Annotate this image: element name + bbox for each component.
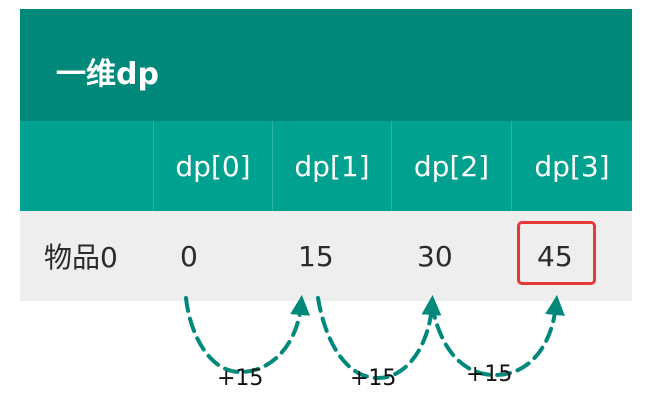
cell-dp1: 15 (298, 239, 334, 273)
data-row: 物品0 0 15 30 45 (20, 211, 632, 301)
row-label: 物品0 (44, 241, 118, 274)
header-cell-dp3: dp[3] (511, 121, 632, 211)
cell-dp3: 45 (537, 239, 573, 273)
arrow-label-3: +15 (466, 362, 513, 387)
header-row: dp[0] dp[1] dp[2] dp[3] (20, 121, 632, 211)
title-bar: 一维dp (20, 9, 632, 121)
arrow-label-2: +15 (350, 366, 397, 391)
arrow-dp2-to-dp3 (430, 295, 565, 378)
diagram-title: 一维dp (56, 57, 159, 92)
header-cell-dp0: dp[0] (153, 121, 272, 211)
cell-dp0: 0 (180, 239, 198, 273)
arrow-dp0-to-dp1 (184, 295, 311, 375)
arrow-dp1-to-dp2 (316, 295, 442, 381)
cell-dp2: 30 (417, 239, 453, 273)
header-cell-dp1: dp[1] (272, 121, 391, 211)
header-cell-dp2: dp[2] (391, 121, 511, 211)
arrow-label-1: +15 (217, 366, 264, 391)
highlight-box (517, 221, 596, 285)
